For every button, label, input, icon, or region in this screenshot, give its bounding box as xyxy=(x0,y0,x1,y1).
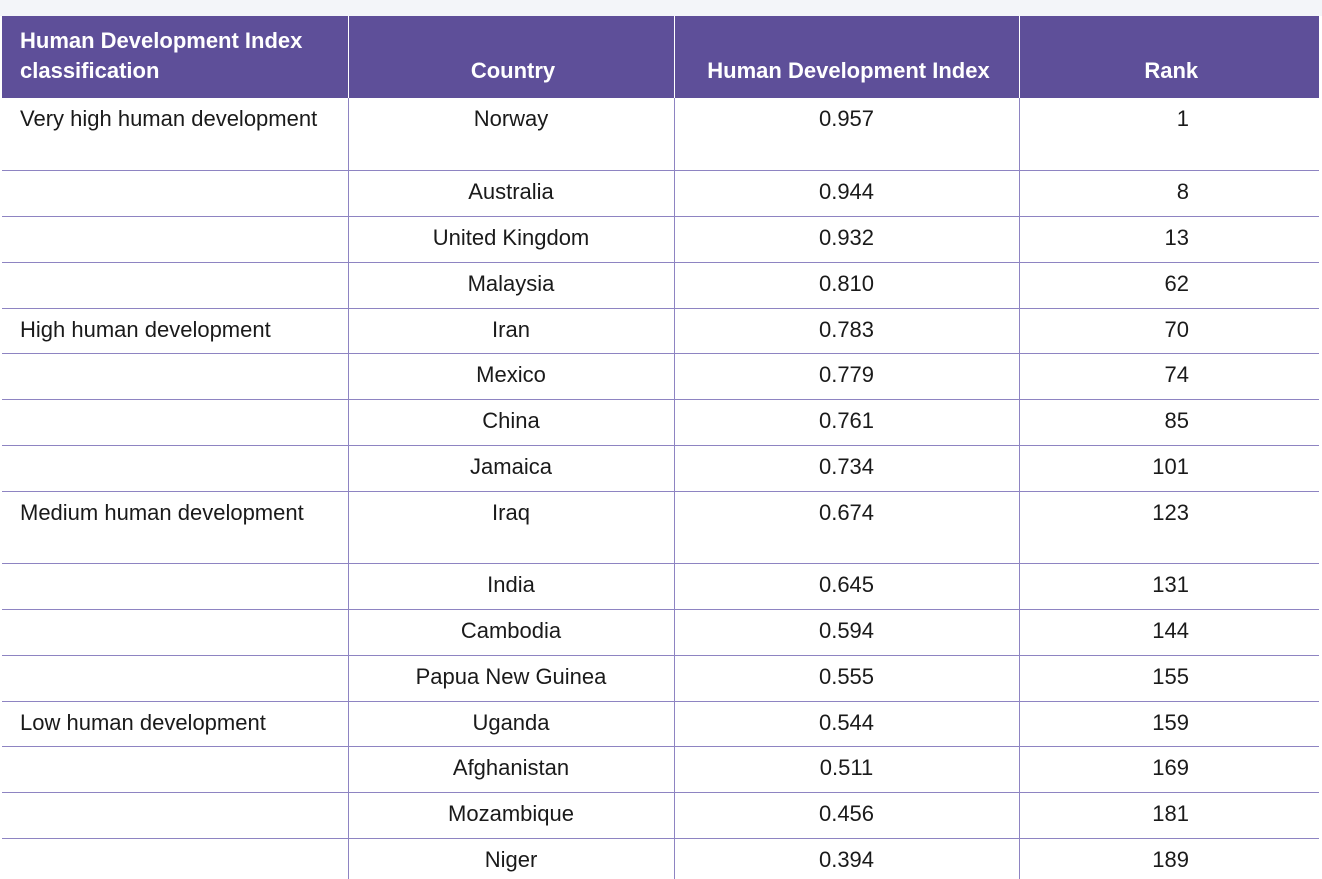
cell-classification xyxy=(2,609,348,656)
header-classification: Human Development Index classification xyxy=(2,16,348,98)
table-row: Malaysia 0.810 62 xyxy=(2,262,1319,309)
cell-rank: 1 xyxy=(1018,98,1319,171)
top-band xyxy=(0,0,1322,16)
cell-index: 0.645 xyxy=(673,563,1019,610)
cell-rank: 181 xyxy=(1018,792,1319,839)
header-row: Human Development Index classification C… xyxy=(2,16,1319,98)
cell-classification xyxy=(2,746,348,793)
cell-country: Iraq xyxy=(347,491,674,564)
cell-classification: Low human development xyxy=(2,701,348,747)
cell-country: United Kingdom xyxy=(347,216,674,263)
cell-classification xyxy=(2,655,348,702)
cell-rank: 189 xyxy=(1018,838,1319,879)
cell-index: 0.511 xyxy=(673,746,1019,793)
cell-rank: 169 xyxy=(1018,746,1319,793)
cell-classification xyxy=(2,445,348,492)
cell-index: 0.957 xyxy=(673,98,1019,171)
cell-country: Jamaica xyxy=(347,445,674,492)
table-row: Low human development Uganda 0.544 159 xyxy=(2,701,1319,747)
cell-country: Iran xyxy=(347,308,674,354)
table-row: Mexico 0.779 74 xyxy=(2,353,1319,400)
cell-rank: 159 xyxy=(1018,701,1319,747)
cell-index: 0.394 xyxy=(673,838,1019,879)
cell-index: 0.944 xyxy=(673,170,1019,217)
cell-classification xyxy=(2,262,348,309)
cell-country: China xyxy=(347,399,674,446)
table-row: Medium human development Iraq 0.674 123 xyxy=(2,491,1319,564)
cell-country: Australia xyxy=(347,170,674,217)
cell-index: 0.594 xyxy=(673,609,1019,656)
table-row: United Kingdom 0.932 13 xyxy=(2,216,1319,263)
cell-index: 0.456 xyxy=(673,792,1019,839)
cell-classification xyxy=(2,353,348,400)
table-row: Mozambique 0.456 181 xyxy=(2,792,1319,839)
cell-country: Mozambique xyxy=(347,792,674,839)
cell-index: 0.932 xyxy=(673,216,1019,263)
table-row: Papua New Guinea 0.555 155 xyxy=(2,655,1319,702)
cell-index: 0.810 xyxy=(673,262,1019,309)
hdi-table: Human Development Index classification C… xyxy=(2,16,1319,879)
cell-country: Afghanistan xyxy=(347,746,674,793)
cell-rank: 13 xyxy=(1018,216,1319,263)
cell-rank: 155 xyxy=(1018,655,1319,702)
table-row: Very high human development Norway 0.957 1 xyxy=(2,98,1319,171)
header-rank: Rank xyxy=(1018,16,1319,98)
table-row: Niger 0.394 189 xyxy=(2,838,1319,879)
cell-country: Norway xyxy=(347,98,674,171)
cell-classification xyxy=(2,792,348,839)
cell-country: Mexico xyxy=(347,353,674,400)
cell-index: 0.783 xyxy=(673,308,1019,354)
cell-rank: 144 xyxy=(1018,609,1319,656)
cell-classification xyxy=(2,399,348,446)
table-row: Afghanistan 0.511 169 xyxy=(2,746,1319,793)
cell-rank: 123 xyxy=(1018,491,1319,564)
cell-country: India xyxy=(347,563,674,610)
table-row: China 0.761 85 xyxy=(2,399,1319,446)
cell-index: 0.779 xyxy=(673,353,1019,400)
cell-rank: 70 xyxy=(1018,308,1319,354)
cell-classification xyxy=(2,563,348,610)
cell-rank: 85 xyxy=(1018,399,1319,446)
cell-country: Uganda xyxy=(347,701,674,747)
table-row: Australia 0.944 8 xyxy=(2,170,1319,217)
header-country: Country xyxy=(347,16,674,98)
cell-rank: 8 xyxy=(1018,170,1319,217)
header-index: Human Development Index xyxy=(673,16,1019,98)
cell-rank: 74 xyxy=(1018,353,1319,400)
table-row: High human development Iran 0.783 70 xyxy=(2,308,1319,354)
cell-classification: Medium human development xyxy=(2,491,348,564)
cell-classification xyxy=(2,838,348,879)
table-row: Jamaica 0.734 101 xyxy=(2,445,1319,492)
cell-index: 0.734 xyxy=(673,445,1019,492)
cell-classification: Very high human development xyxy=(2,98,348,171)
table-header: Human Development Index classification C… xyxy=(2,16,1319,98)
cell-index: 0.674 xyxy=(673,491,1019,564)
cell-index: 0.555 xyxy=(673,655,1019,702)
cell-classification xyxy=(2,216,348,263)
cell-classification xyxy=(2,170,348,217)
table-row: Cambodia 0.594 144 xyxy=(2,609,1319,656)
table-row: India 0.645 131 xyxy=(2,563,1319,610)
cell-index: 0.544 xyxy=(673,701,1019,747)
cell-country: Cambodia xyxy=(347,609,674,656)
cell-country: Malaysia xyxy=(347,262,674,309)
cell-index: 0.761 xyxy=(673,399,1019,446)
cell-rank: 131 xyxy=(1018,563,1319,610)
cell-rank: 62 xyxy=(1018,262,1319,309)
cell-country: Niger xyxy=(347,838,674,879)
cell-rank: 101 xyxy=(1018,445,1319,492)
cell-country: Papua New Guinea xyxy=(347,655,674,702)
table-body: Very high human development Norway 0.957 1 A… xyxy=(2,98,1319,879)
cell-classification: High human development xyxy=(2,308,348,354)
